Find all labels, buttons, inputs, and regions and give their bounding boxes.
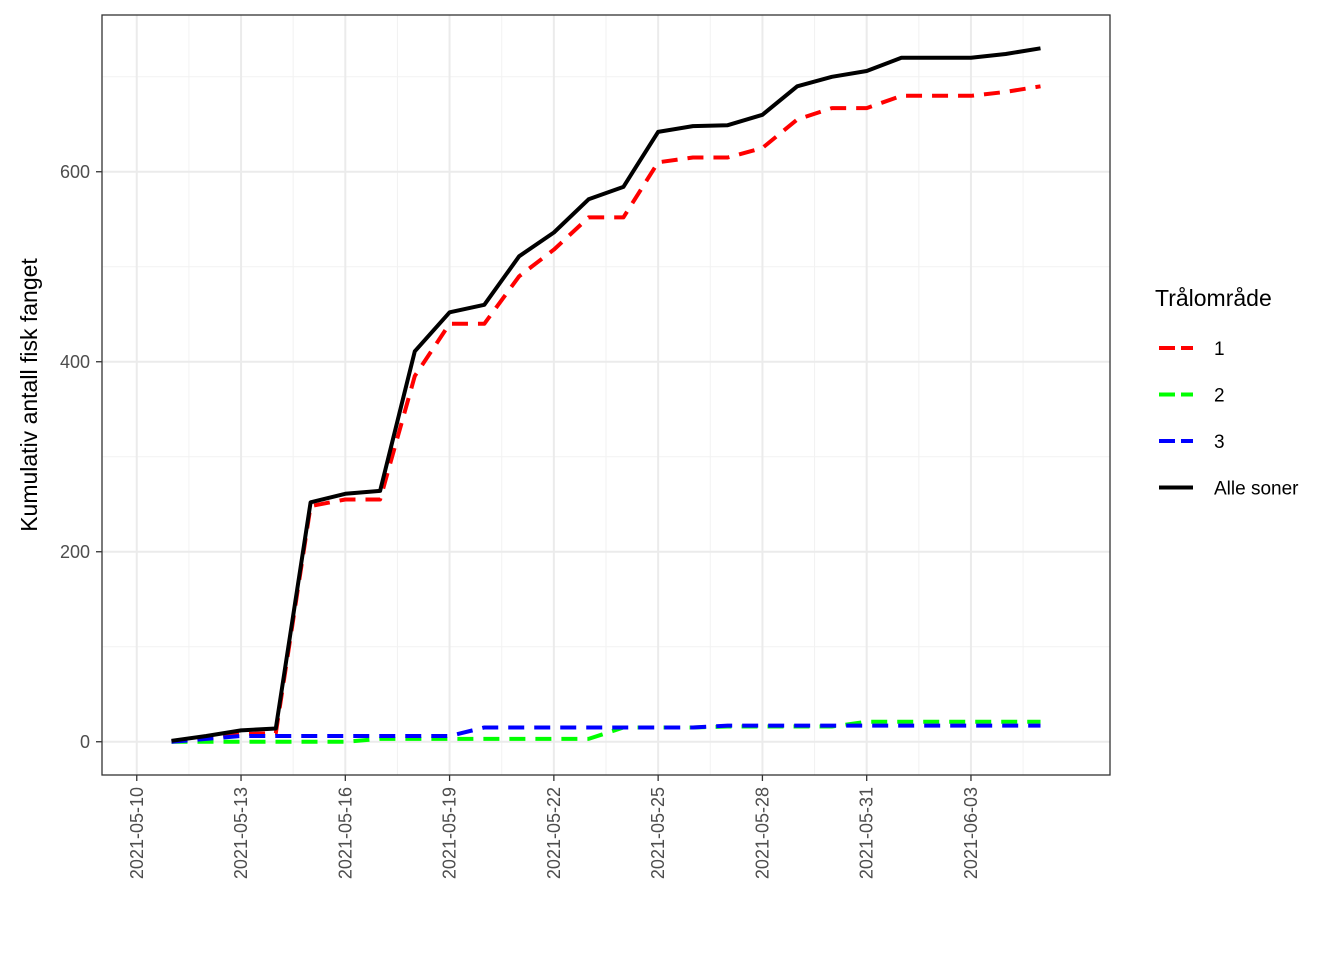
y-tick-label: 600 (60, 162, 90, 182)
series-line-alle-soner (171, 46, 1041, 743)
x-tick-label: 2021-05-22 (544, 787, 564, 879)
legend-label: 1 (1214, 339, 1225, 360)
series-line-3 (171, 723, 1041, 744)
legend-label: 3 (1214, 432, 1225, 453)
legend-label: Alle soner (1214, 479, 1299, 500)
panel-border (101, 14, 1111, 776)
x-tick-label: 2021-05-13 (231, 787, 251, 879)
grid (102, 15, 1110, 775)
legend-label: 2 (1214, 386, 1225, 407)
legend: Trålområde 1 2 3 Alle soner (1155, 285, 1299, 500)
x-tick-label: 2021-05-28 (752, 787, 772, 879)
series-line-1 (171, 84, 1041, 744)
x-tick-label: 2021-05-25 (648, 787, 668, 879)
legend-item: 3 (1159, 432, 1225, 453)
y-tick-label: 400 (60, 352, 90, 372)
series-line-2 (171, 719, 1041, 744)
legend-item: 1 (1159, 339, 1225, 360)
x-tick-label: 2021-05-19 (440, 787, 460, 879)
x-tick-label: 2021-05-31 (857, 787, 877, 879)
x-tick-label: 2021-05-16 (335, 787, 355, 879)
legend-title: Trålområde (1155, 285, 1272, 311)
y-axis-title: Kumulativ antall fisk fanget (16, 258, 42, 532)
y-tick-label: 200 (60, 542, 90, 562)
legend-item: Alle soner (1159, 479, 1299, 500)
x-tick-label: 2021-05-10 (127, 787, 147, 879)
series-lines (171, 46, 1041, 744)
y-tick-label: 0 (80, 732, 90, 752)
axes: 2021-05-10 2021-05-13 2021-05-16 2021-05-19… (60, 162, 981, 879)
x-tick-label: 2021-06-03 (961, 787, 981, 879)
legend-item: 2 (1159, 386, 1225, 407)
